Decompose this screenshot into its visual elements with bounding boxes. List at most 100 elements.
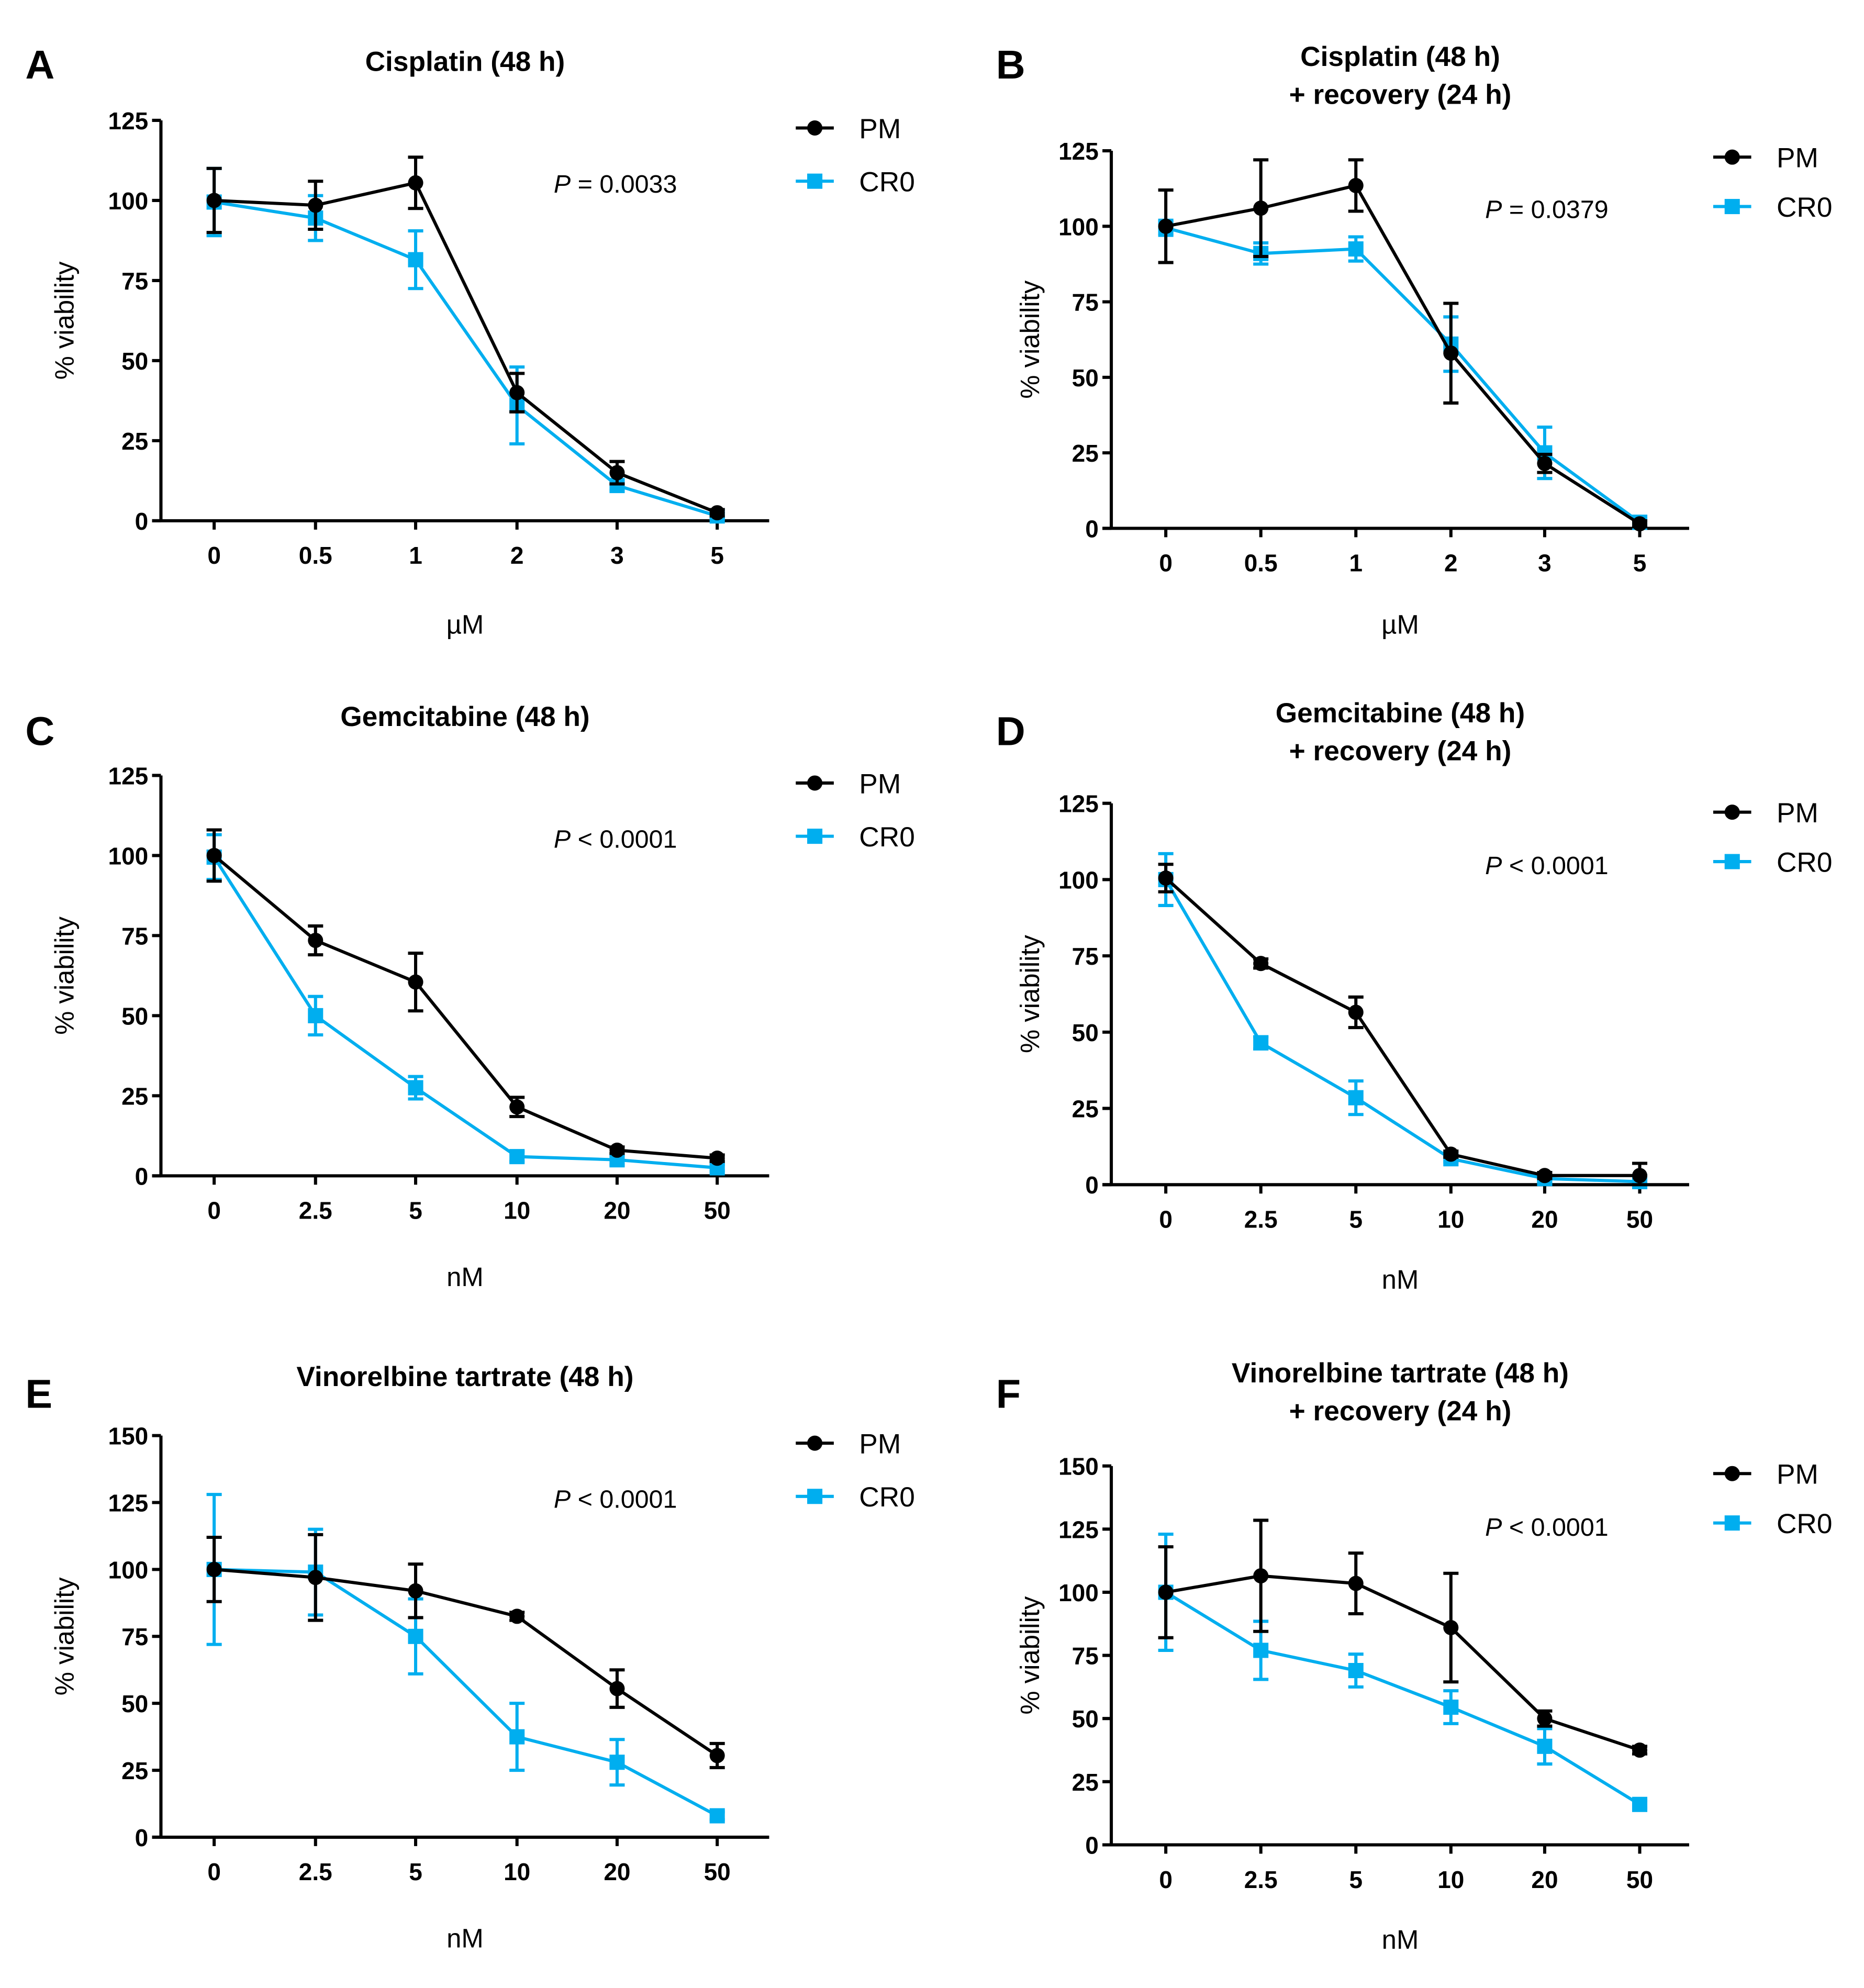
data-point	[509, 1609, 525, 1624]
x-tick-label: 3	[610, 542, 624, 569]
legend-item-cr0: CR0	[1713, 1509, 1832, 1539]
p-value: P < 0.0001	[554, 825, 677, 853]
series-line	[213, 856, 718, 1170]
data-point	[709, 505, 725, 521]
panel-letter: E	[25, 1371, 52, 1416]
series-pm	[206, 155, 725, 521]
p-value: P = 0.0033	[554, 170, 677, 198]
legend-label: PM	[859, 114, 901, 144]
x-tick-label: 5	[409, 1197, 422, 1224]
data-point	[1443, 345, 1459, 361]
data-point	[308, 1008, 323, 1023]
x-tick-label: 10	[504, 1197, 530, 1224]
data-point	[1632, 1796, 1648, 1812]
y-tick-label: 0	[135, 1824, 149, 1851]
x-tick-label: 2.5	[299, 1197, 332, 1224]
y-tick-label: 150	[108, 1423, 148, 1450]
x-tick-label: 0.5	[299, 542, 332, 569]
legend-item-cr0: CR0	[796, 822, 915, 853]
y-tick-label: 125	[108, 762, 148, 789]
series-line	[214, 1568, 718, 1757]
y-tick-label: 0	[1085, 1171, 1099, 1199]
x-tick-label: 2.5	[1244, 1866, 1278, 1893]
data-point	[709, 1808, 725, 1824]
data-point	[308, 1570, 323, 1585]
series-line	[214, 181, 718, 515]
y-tick-label: 0	[1085, 1831, 1099, 1859]
legend-marker-square-icon	[1724, 199, 1740, 215]
series-pm	[206, 1533, 725, 1769]
data-point	[509, 1149, 525, 1165]
y-tick-label: 50	[121, 1690, 148, 1717]
data-point	[1348, 1004, 1364, 1020]
legend-item-cr0: CR0	[796, 167, 915, 198]
x-tick-label: 0	[207, 542, 221, 569]
y-tick-label: 100	[1058, 866, 1099, 894]
legend-item-pm: PM	[796, 114, 901, 144]
y-axis-label: % viability	[1015, 280, 1045, 399]
legend-label: PM	[1777, 798, 1818, 829]
y-tick-label: 75	[1072, 289, 1099, 316]
chart-title: Cisplatin (48 h)	[1300, 41, 1500, 72]
data-point	[1253, 1035, 1269, 1051]
p-value: P < 0.0001	[554, 1486, 677, 1514]
panel-f: F Vinorelbine tartrate (48 h) + recovery (…	[996, 1358, 1833, 1955]
data-point	[609, 465, 625, 481]
x-tick-label: 0.5	[1244, 550, 1278, 577]
y-tick-label: 100	[108, 187, 148, 215]
x-tick-label: 10	[1437, 1206, 1464, 1233]
data-point	[408, 1583, 423, 1599]
data-point	[1537, 1711, 1553, 1726]
data-point	[1632, 516, 1648, 532]
y-tick-label: 125	[1058, 1516, 1099, 1543]
series-pm	[1158, 158, 1648, 532]
data-point	[1158, 218, 1174, 234]
data-point	[509, 1729, 525, 1745]
data-point	[1348, 1576, 1364, 1591]
data-point	[1348, 177, 1364, 193]
y-tick-label: 125	[1058, 790, 1099, 818]
x-axis-label: µM	[447, 609, 484, 639]
y-tick-label: 50	[1072, 1705, 1099, 1733]
legend: PM CR0	[796, 768, 915, 853]
panel-letter: F	[996, 1371, 1021, 1416]
y-axis-label: % viability	[49, 261, 79, 380]
x-tick-label: 2.5	[1244, 1206, 1278, 1233]
y-tick-label: 25	[121, 1757, 148, 1784]
series-line	[1165, 226, 1641, 524]
legend-marker-square-icon	[807, 1489, 823, 1504]
y-tick-label: 75	[121, 267, 148, 295]
y-axis-label: % viability	[49, 916, 79, 1035]
y-tick-label: 50	[121, 348, 148, 375]
y-tick-label: 75	[1072, 943, 1099, 970]
x-tick-label: 0	[1159, 550, 1173, 577]
legend-item-cr0: CR0	[796, 1482, 915, 1513]
legend-label: PM	[1777, 1459, 1818, 1490]
series-line	[1165, 877, 1640, 1177]
legend-label: PM	[859, 1428, 901, 1459]
x-tick-label: 3	[1538, 550, 1552, 577]
x-axis-label: nM	[447, 1262, 484, 1292]
x-tick-label: 2.5	[299, 1858, 332, 1885]
data-point	[609, 1681, 625, 1696]
series-cr0	[206, 166, 725, 524]
y-tick-label: 25	[1072, 1769, 1099, 1796]
data-point	[408, 252, 423, 267]
data-point	[509, 1099, 525, 1115]
legend-label: CR0	[859, 167, 915, 198]
y-tick-label: 100	[108, 842, 148, 869]
series-line	[214, 200, 718, 518]
x-tick-label: 2	[510, 542, 524, 569]
legend-marker-square-icon	[1724, 1515, 1740, 1531]
x-tick-label: 5	[409, 1858, 422, 1885]
legend: PM CR0	[796, 114, 915, 198]
legend-marker-circle-icon	[1724, 805, 1740, 820]
legend: PM CR0	[1713, 143, 1832, 223]
legend-item-pm: PM	[796, 768, 901, 799]
series-cr0	[206, 1493, 725, 1824]
legend-label: CR0	[1777, 847, 1833, 878]
data-point	[408, 1080, 423, 1096]
y-tick-label: 50	[121, 1002, 148, 1030]
series-line	[214, 1568, 718, 1817]
y-tick-label: 25	[121, 1082, 148, 1110]
